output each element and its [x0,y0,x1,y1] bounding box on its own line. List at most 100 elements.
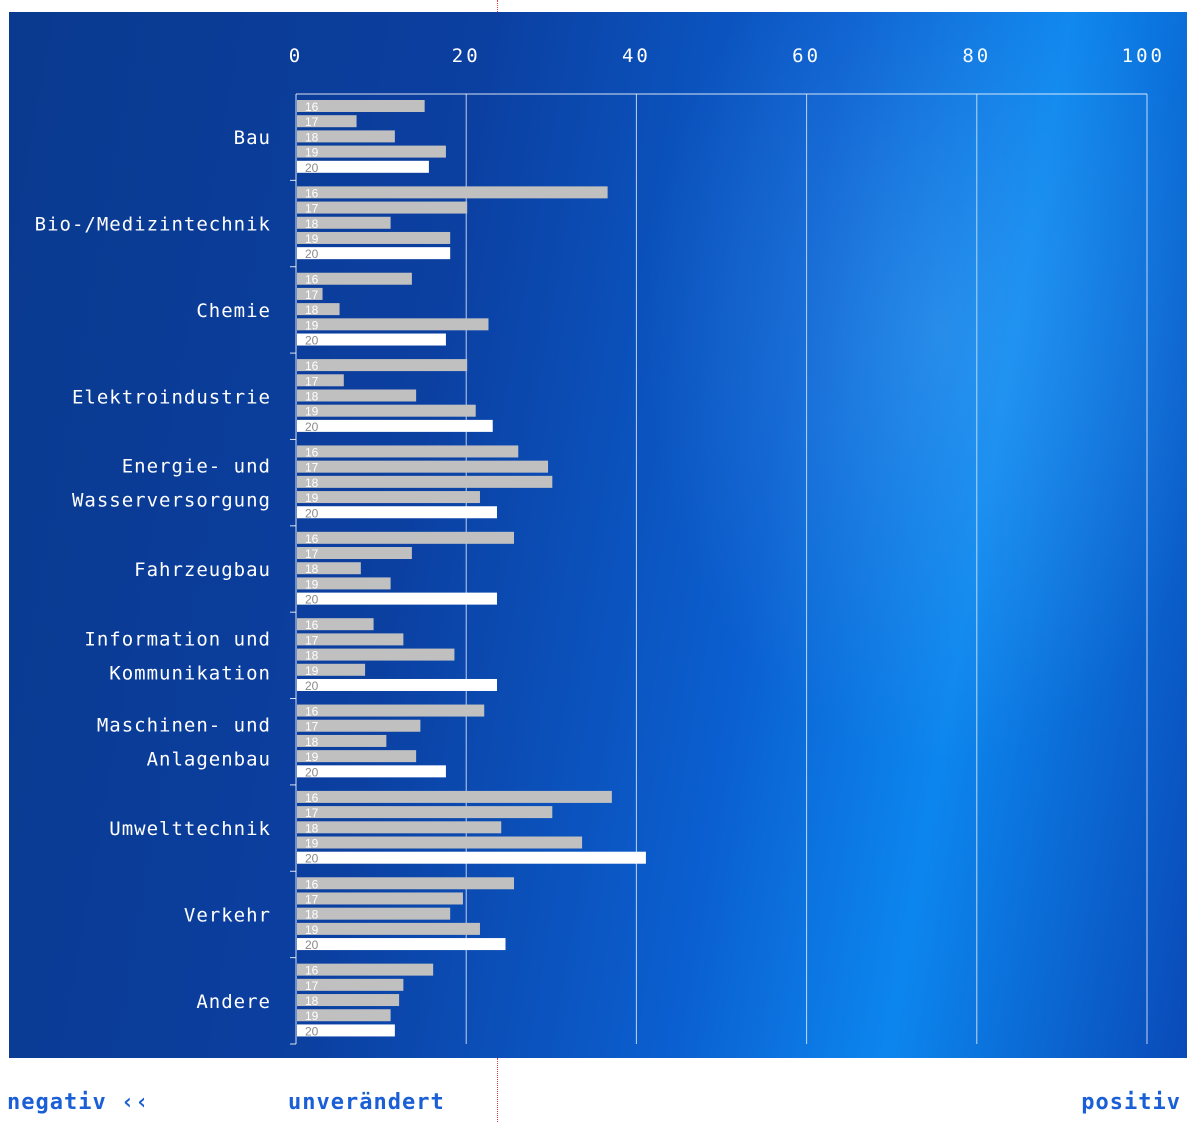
category-label: Energie- und [122,456,271,478]
bar-series-label: 16 [305,791,319,805]
bar [297,460,549,473]
bar-series-label: 16 [305,273,319,287]
bar [297,577,391,590]
bar-series-label: 17 [305,720,319,734]
bar-series-label: 19 [305,146,319,160]
bar-series-label: 17 [305,892,319,906]
bar [297,750,417,763]
bar [297,648,455,661]
bar [297,374,344,387]
bar-series-label: 19 [305,750,319,764]
x-tick-label: 40 [622,45,651,67]
bar [297,765,446,778]
bar-series-label: 17 [305,115,319,129]
bar [297,851,646,864]
bar [297,303,340,316]
bar [297,663,366,676]
bar [297,963,434,976]
bar-series-label: 19 [305,664,319,678]
bar [297,1024,395,1037]
bar [297,547,412,560]
bar-series-label: 19 [305,491,319,505]
bar [297,160,429,173]
bar-series-label: 20 [305,334,319,348]
bar-series-label: 17 [305,633,319,647]
bar [297,704,485,717]
bar [297,145,446,158]
bar [297,506,497,519]
x-tick-label: 60 [792,45,821,67]
category-label: Wasserversorgung [72,490,271,512]
bar [297,790,612,803]
bar [297,994,400,1007]
x-tick-label: 100 [1122,45,1165,67]
bar-series-label: 20 [305,852,319,866]
bar-series-label: 20 [305,247,319,261]
bar-series-label: 19 [305,923,319,937]
bar-series-label: 17 [305,202,319,216]
x-tick-label: 20 [452,45,481,67]
bar [297,100,425,112]
positive-label: positiv [1081,1090,1181,1115]
bar-series-label: 20 [305,1024,319,1038]
bar [297,247,451,260]
bar [297,531,515,544]
bar-series-label: 16 [305,445,319,459]
negative-label: negativ ‹‹ [7,1090,150,1115]
bar [297,907,451,920]
bar [297,719,421,732]
bar-series-label: 18 [305,994,319,1008]
bar-series-label: 18 [305,735,319,749]
bar-series-label: 20 [305,938,319,952]
category-label: Umwelttechnik [109,818,271,840]
bar [297,734,387,747]
bar [297,836,583,849]
bar-series-label: 20 [305,593,319,607]
bar [297,1009,391,1022]
bar-series-label: 20 [305,679,319,693]
bar [297,938,506,951]
bar-series-label: 18 [305,303,319,317]
bar [297,445,519,458]
bar [297,806,553,819]
category-label: Andere [196,991,271,1013]
bar [297,287,323,300]
bar-series-label: 17 [305,979,319,993]
bar [297,475,553,488]
bar-series-label: 18 [305,130,319,144]
bar [297,201,468,214]
bar-series-label: 16 [305,964,319,978]
bar-series-label: 17 [305,374,319,388]
category-label: Maschinen- und [97,715,271,737]
bar [297,216,391,229]
category-label: Bio-/Medizintechnik [35,214,271,236]
bar-series-label: 18 [305,217,319,231]
chart-panel: 0 20 40 60 80 100 Bau 16 17 18 19 20 Bio-/Medizintec… [9,12,1187,1058]
category-label: Chemie [196,300,271,322]
bar [297,633,404,646]
bar [297,231,451,244]
bar-series-label: 16 [305,877,319,891]
bar-series-label: 16 [305,359,319,373]
bar-series-label: 20 [305,161,319,175]
category-label: Elektroindustrie [72,386,271,408]
bar-series-label: 17 [305,461,319,475]
unchanged-marker-line-bottom [497,1058,498,1122]
bar [297,130,395,143]
bar [297,592,497,605]
category-label: Bau [234,127,271,149]
category-label: Fahrzeugbau [134,559,271,581]
category-label: Information und [84,628,271,650]
x-tick-label: 80 [962,45,991,67]
bar [297,821,502,834]
bar-series-label: 19 [305,405,319,419]
bar [297,419,493,432]
category-label: Kommunikation [109,662,271,684]
bar-series-label: 18 [305,389,319,403]
bar-series-label: 19 [305,1009,319,1023]
bar [297,404,476,417]
bar-series-label: 20 [305,506,319,520]
bar-series-label: 19 [305,318,319,332]
bar-series-label: 16 [305,100,319,114]
bar-series-label: 17 [305,806,319,820]
